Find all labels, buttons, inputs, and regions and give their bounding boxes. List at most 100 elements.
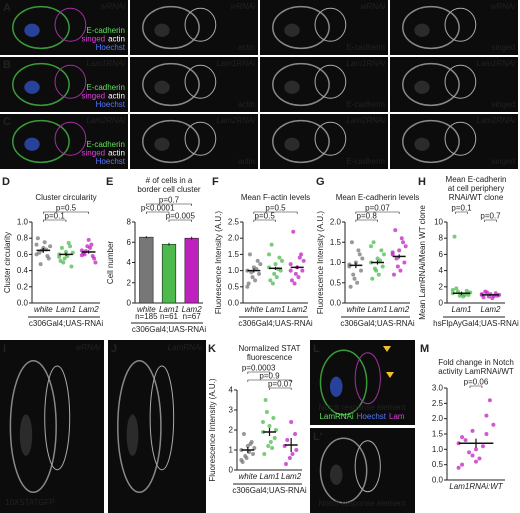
data-point [371,240,376,245]
data-point [267,252,271,257]
y-tick-label: 8 [439,234,444,243]
p-value: p=0.005 [166,212,196,221]
nucleus [24,23,40,37]
channel-label: E-cadherin [346,100,385,109]
channel-label: E-cadherin [346,157,385,166]
data-point [46,256,51,261]
data-point [470,428,475,433]
cell-outline [184,64,217,99]
label-part: Hoechst [96,157,126,166]
data-point [360,256,365,261]
x-tick-label: Lam2 [287,305,308,314]
data-point [391,272,396,277]
cell-outline [314,64,347,99]
panel-letter: I [3,343,6,355]
y-tick-label: 1 [229,446,234,455]
condition-label: wRNAi [361,2,386,11]
data-point [274,275,279,280]
label-part: Hoechst [96,100,126,109]
data-point [477,456,482,461]
x-tick-label: Lam2 [281,472,302,481]
data-point [370,276,375,281]
p-value: p=0.7 [480,212,501,221]
x-tick-label: Lam1 [367,305,387,314]
label-part: actin [108,149,125,158]
condition-label: Lam1RNAi [476,59,515,68]
y-tick-label: 0.2 [17,282,29,291]
comparison-bracket [253,219,276,222]
label-part: singed [82,35,106,44]
chart-title: Mean E-cadherin levels [336,193,420,202]
data-point [255,258,260,263]
p-value: p=0.8 [357,212,378,221]
data-point [48,244,53,249]
bar [161,243,177,304]
footer: c306Gal4;UAS-RNAi [29,319,103,328]
data-point [269,242,274,247]
cell-outline [444,121,477,156]
nucleus [329,464,343,485]
data-point [252,446,257,450]
cell-outline [272,62,330,107]
channel-label: singed [491,157,515,166]
panel-letter: D [2,176,10,188]
cell-outline [149,365,175,471]
data-point [239,458,244,462]
chart-title: Cluster circularity [35,193,96,202]
data-point [460,462,465,467]
data-point [379,248,384,253]
label-part: actin [108,35,125,44]
data-point [394,256,399,261]
cell-outline [402,5,460,50]
data-point [273,262,278,267]
panel-letter: M [420,343,429,355]
data-point [293,432,298,436]
y-tick-label: 0.8 [17,234,29,243]
label-part: singed [82,149,106,158]
data-point [270,446,275,450]
y-tick-label: 10 [434,218,443,227]
nucleus [284,23,300,37]
p-value: p=0.9 [259,372,280,381]
p-value: p=0.07 [365,204,390,213]
image-label: singed actin [82,92,125,101]
data-point [35,236,40,241]
comparison-bracket [355,219,378,222]
data-point [481,295,486,300]
x-tick-label: white [137,305,156,314]
y-tick-label: 2 [439,282,444,291]
data-point [247,252,252,257]
comparison-bracket [269,387,292,390]
y-tick-label: 0.0 [330,299,342,308]
image-label: Hoechst [96,43,126,52]
data-point [390,250,395,255]
condition-label: Lam2RNAi [346,116,385,125]
label-part: E-cadherin [86,26,125,35]
x-tick-label: white [238,472,257,481]
micrograph [310,428,415,513]
cell-outline [272,119,330,164]
label-part: Hoechst [96,43,126,52]
data-point [380,264,385,269]
nucleus [284,80,300,94]
comparison-bracket [247,371,270,374]
y-axis-label: Cluster circularity [3,232,12,293]
chart-title: Mean F-actin levels [241,193,310,202]
image-label: Hoechst [96,157,126,166]
data-point [250,275,255,280]
data-point [245,284,250,289]
chart-title: Fold change in Notch [438,358,514,367]
cell-outline [54,121,87,156]
bar [184,237,199,304]
data-point [268,278,273,283]
data-point [274,428,278,432]
y-tick-label: 6 [439,250,444,259]
cell-outline [402,119,460,164]
data-point [294,448,299,452]
cell-outline [444,64,477,99]
data-point [243,454,248,458]
x-tick-label: Lam1 [56,305,76,314]
channel-label: actin [238,43,255,52]
cell-outline [44,365,71,471]
p-value: p=0.0003 [242,364,276,373]
